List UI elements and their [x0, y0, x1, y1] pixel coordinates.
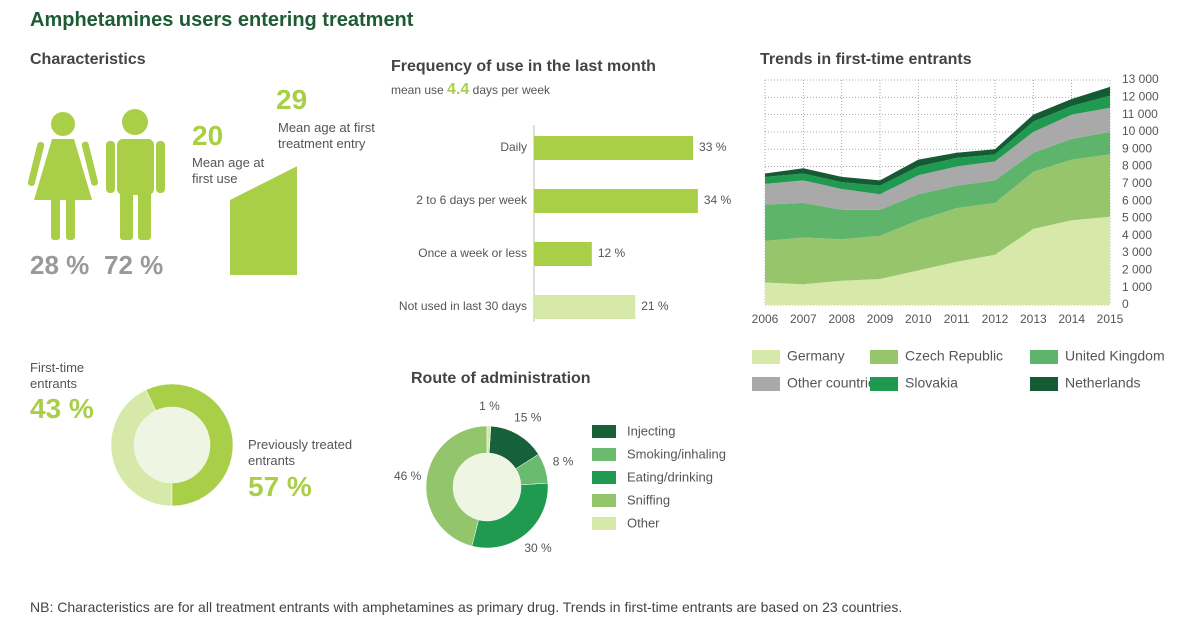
x-tick-label: 2015	[1097, 312, 1124, 326]
x-tick-label: 2010	[905, 312, 932, 326]
subtitle-text: days per week	[472, 83, 551, 97]
value-label: 46 %	[394, 469, 422, 483]
legend-label: Slovakia	[905, 375, 958, 391]
value-label: 15 %	[514, 410, 542, 424]
category-label: First-time entrants	[30, 360, 85, 391]
chart-subtitle: mean use 4.4 days per week	[391, 82, 550, 98]
value-label: 57 %	[248, 471, 312, 502]
legend-label: Smoking/inhaling	[627, 446, 726, 461]
category-label: Not used in last 30 days	[399, 299, 527, 313]
section-title: Characteristics	[30, 51, 146, 68]
chart-title: Trends in first-time entrants	[760, 51, 972, 68]
female-icon	[27, 112, 99, 240]
legend-swatch	[752, 377, 780, 391]
legend-swatch	[1030, 350, 1058, 364]
y-tick-label: 0	[1122, 297, 1129, 311]
legend-swatch	[592, 494, 616, 507]
y-tick-label: 1 000	[1122, 280, 1152, 294]
legend-swatch	[592, 471, 616, 484]
value-label: 12 %	[598, 246, 626, 260]
legend-swatch	[592, 517, 616, 530]
y-tick-label: 8 000	[1122, 159, 1152, 173]
y-tick-label: 13 000	[1122, 72, 1159, 86]
legend-label: Sniffing	[627, 492, 670, 507]
x-tick-label: 2007	[790, 312, 817, 326]
legend-label: United Kingdom	[1065, 348, 1165, 364]
age-first-use-label: Mean age at first use	[192, 155, 265, 186]
value-label: 1 %	[479, 399, 500, 413]
female-share: 28 %	[30, 250, 90, 280]
value-label: 30 %	[524, 541, 552, 555]
x-tick-label: 2008	[828, 312, 855, 326]
x-tick-label: 2014	[1058, 312, 1085, 326]
value-label: 43 %	[30, 393, 94, 424]
y-tick-label: 2 000	[1122, 263, 1152, 277]
category-label: Once a week or less	[418, 246, 527, 260]
age-ramp	[230, 166, 297, 275]
y-tick-label: 7 000	[1122, 176, 1152, 190]
legend-swatch	[752, 350, 780, 364]
y-tick-label: 9 000	[1122, 141, 1152, 155]
male-share: 72 %	[104, 250, 164, 280]
area	[765, 154, 1110, 285]
legend-label: Other	[627, 515, 660, 530]
area	[765, 216, 1110, 305]
category-label: Previously treated entrants	[248, 437, 353, 468]
subtitle-text: mean use	[391, 83, 444, 97]
y-tick-label: 6 000	[1122, 193, 1152, 207]
legend-label: Eating/drinking	[627, 469, 713, 484]
legend-label: Germany	[787, 348, 845, 364]
value-label: 34 %	[704, 193, 732, 207]
legend-label: Other countries	[787, 375, 883, 391]
age-first-treatment: 29	[276, 84, 308, 115]
area	[765, 107, 1110, 210]
legend-label: Czech Republic	[905, 348, 1003, 364]
legend-label: Netherlands	[1065, 375, 1141, 391]
donut-hole	[134, 407, 210, 483]
y-tick-label: 3 000	[1122, 245, 1152, 259]
value-label: 33 %	[699, 140, 727, 154]
donut-hole	[453, 453, 521, 521]
y-tick-label: 10 000	[1122, 124, 1159, 138]
value-label: 8 %	[553, 454, 574, 468]
legend-label: Injecting	[627, 423, 675, 438]
bar	[534, 189, 698, 213]
footnote: NB: Characteristics are for all treatmen…	[30, 599, 903, 615]
value-label: 21 %	[641, 299, 669, 313]
x-tick-label: 2009	[867, 312, 894, 326]
legend-swatch	[1030, 377, 1058, 391]
y-tick-label: 5 000	[1122, 211, 1152, 225]
category-label: Daily	[500, 140, 527, 154]
x-tick-label: 2012	[982, 312, 1009, 326]
legend-swatch	[870, 377, 898, 391]
mean-use: 4.4	[447, 81, 470, 98]
chart-title: Route of administration	[411, 370, 591, 387]
legend-swatch	[592, 448, 616, 461]
legend-swatch	[592, 425, 616, 438]
male-icon	[106, 109, 165, 240]
age-first-use: 20	[192, 120, 224, 151]
bar	[534, 136, 694, 160]
category-label: 2 to 6 days per week	[416, 193, 528, 207]
area	[765, 131, 1110, 241]
legend-swatch	[870, 350, 898, 364]
bar	[534, 242, 592, 266]
y-tick-label: 4 000	[1122, 228, 1152, 242]
age-first-treatment-label: Mean age at first treatment entry	[278, 120, 375, 151]
x-tick-label: 2013	[1020, 312, 1047, 326]
y-tick-label: 11 000	[1122, 107, 1158, 121]
page-title: Amphetamines users entering treatment	[30, 9, 414, 31]
x-tick-label: 2006	[752, 312, 779, 326]
chart-title: Frequency of use in the last month	[391, 58, 656, 75]
x-tick-label: 2011	[944, 312, 970, 326]
bar	[534, 295, 636, 319]
y-tick-label: 12 000	[1122, 89, 1159, 103]
area	[765, 95, 1110, 195]
